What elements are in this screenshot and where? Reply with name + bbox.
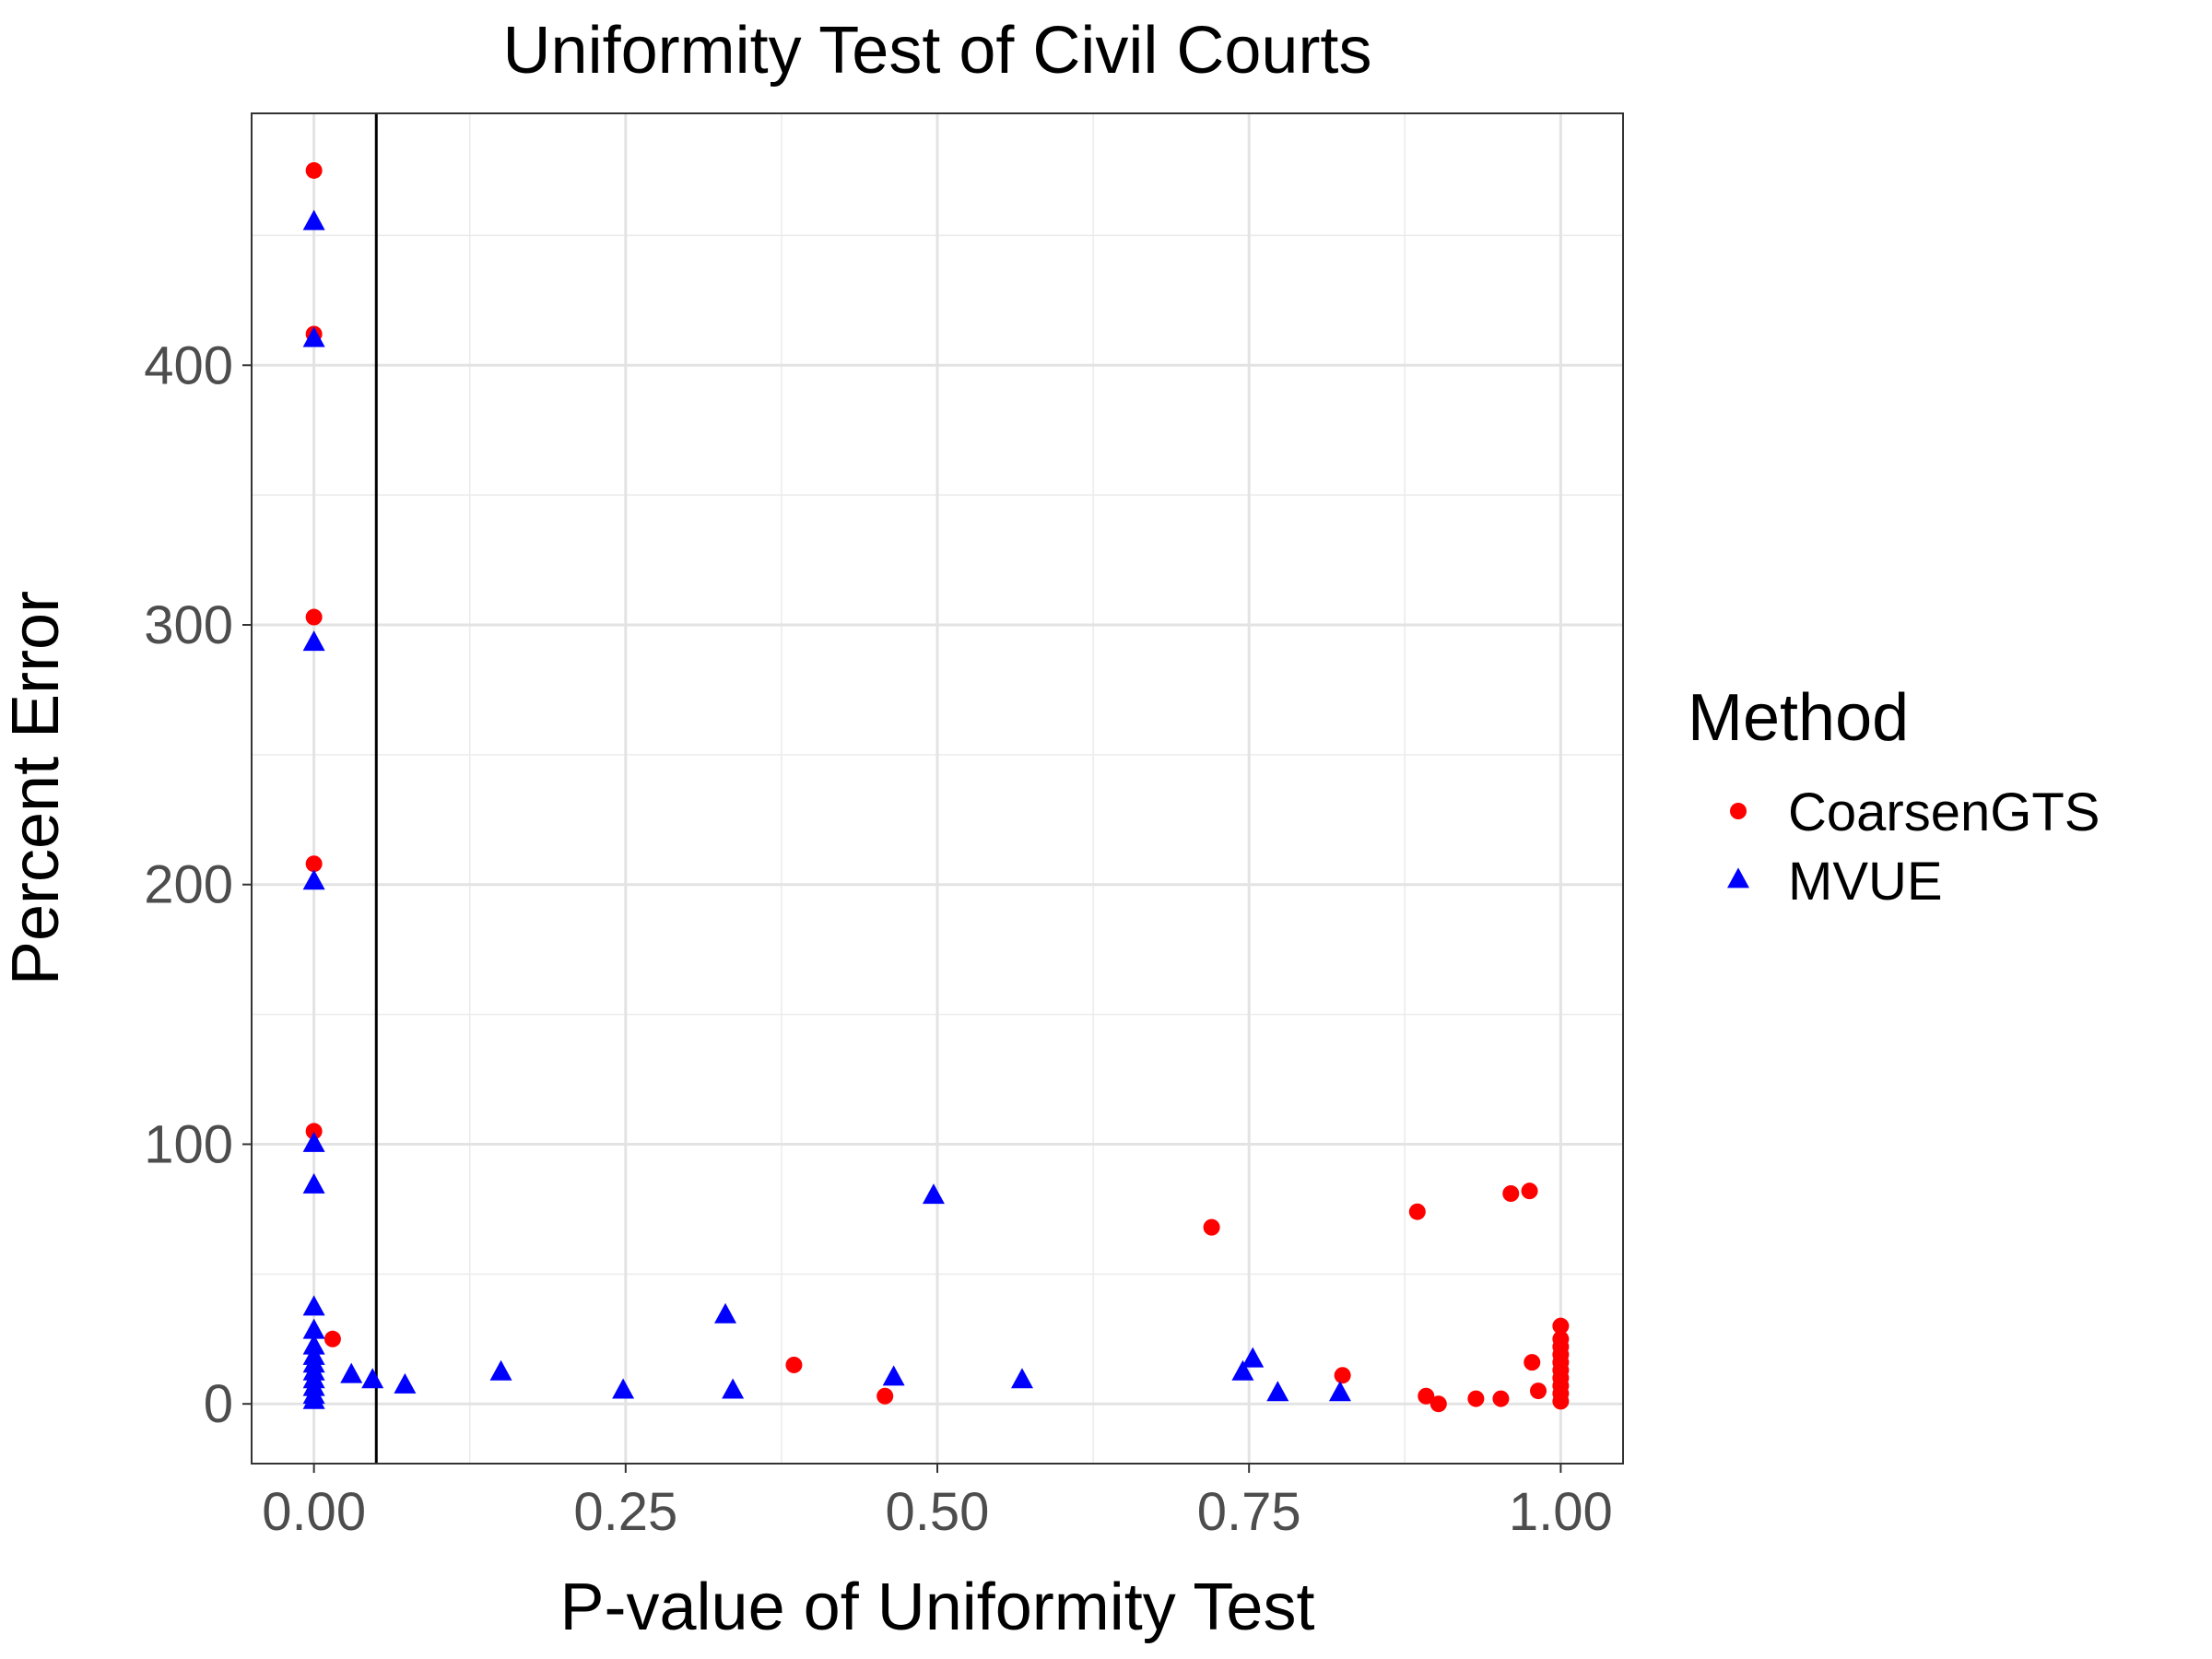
x-tick-label: 0.25 (573, 1482, 677, 1542)
series-coarsengts (305, 161, 1570, 1413)
coarsengts-point (305, 855, 323, 873)
mvue-point (302, 630, 325, 652)
mvue-point (302, 326, 325, 347)
x-tick-label: 1.00 (1509, 1482, 1613, 1542)
mvue-point (302, 209, 325, 230)
coarsengts-point (1530, 1382, 1547, 1400)
y-tick-label: 400 (144, 335, 233, 395)
mvue-point (394, 1372, 417, 1394)
coarsengts-point (1418, 1387, 1435, 1405)
x-axis: 0.00 0.25 0.50 0.75 1.00 (262, 1464, 1613, 1542)
mvue-point (1328, 1381, 1351, 1402)
legend-item-coarsengts: CoarsenGTS (1730, 782, 2100, 842)
coarsengts-point (324, 1330, 341, 1347)
mvue-point (922, 1183, 945, 1205)
mvue-point (302, 1131, 325, 1152)
mvue-point (489, 1359, 512, 1381)
mvue-point (302, 1318, 325, 1339)
coarsengts-point (877, 1387, 894, 1405)
legend-circle-key (1730, 803, 1747, 819)
coarsengts-point (1334, 1367, 1351, 1384)
y-axis: 0 100 200 300 400 (144, 335, 252, 1434)
mvue-point (1231, 1359, 1254, 1381)
legend-label: MVUE (1788, 852, 1943, 912)
chart-title: Uniformity Test of Civil Courts (503, 14, 1372, 88)
y-tick-label: 200 (144, 855, 233, 915)
mvue-point (302, 1388, 325, 1409)
coarsengts-point (1492, 1390, 1510, 1407)
mvue-point (302, 1172, 325, 1194)
mvue-point (714, 1302, 737, 1324)
coarsengts-point (1552, 1317, 1570, 1335)
legend-item-mvue: MVUE (1727, 852, 1943, 912)
mvue-point (1241, 1347, 1265, 1368)
mvue-point (302, 1334, 325, 1355)
coarsengts-point (1467, 1390, 1485, 1407)
y-tick-label: 100 (144, 1114, 233, 1174)
x-tick-label: 0.00 (262, 1482, 366, 1542)
mvue-point (302, 869, 325, 890)
x-tick-label: 0.75 (1197, 1482, 1301, 1542)
coarsengts-point (305, 161, 323, 179)
mvue-point (340, 1362, 363, 1383)
mvue-point (1010, 1368, 1033, 1389)
legend-triangle-key (1727, 867, 1749, 888)
coarsengts-point (1552, 1393, 1570, 1410)
mvue-point (302, 1295, 325, 1316)
mvue-point (612, 1378, 635, 1399)
series-mvue (302, 209, 1351, 1409)
legend: Method CoarsenGTS MVUE (1688, 681, 2100, 912)
coarsengts-point (305, 608, 323, 626)
coarsengts-point (1203, 1218, 1220, 1236)
legend-label: CoarsenGTS (1788, 782, 2100, 842)
coarsengts-point (1430, 1395, 1447, 1413)
coarsengts-point (1408, 1203, 1426, 1220)
y-tick-label: 300 (144, 595, 233, 655)
x-tick-label: 0.50 (886, 1482, 990, 1542)
y-axis-title: Percent Error (0, 591, 73, 985)
mvue-point (361, 1368, 384, 1389)
coarsengts-point (305, 1123, 323, 1140)
mvue-point (722, 1378, 745, 1399)
data-points (302, 161, 1570, 1413)
coarsengts-point (1502, 1185, 1520, 1202)
x-axis-title: P-value of Uniformity Test (560, 1571, 1315, 1644)
legend-title: Method (1688, 681, 1909, 755)
major-gridlines (252, 113, 1623, 1464)
mvue-point (882, 1365, 905, 1386)
y-tick-label: 0 (204, 1374, 233, 1434)
mvue-point (1266, 1381, 1289, 1402)
coarsengts-point (1524, 1354, 1541, 1371)
coarsengts-point (1521, 1182, 1538, 1200)
coarsengts-point (785, 1356, 803, 1373)
